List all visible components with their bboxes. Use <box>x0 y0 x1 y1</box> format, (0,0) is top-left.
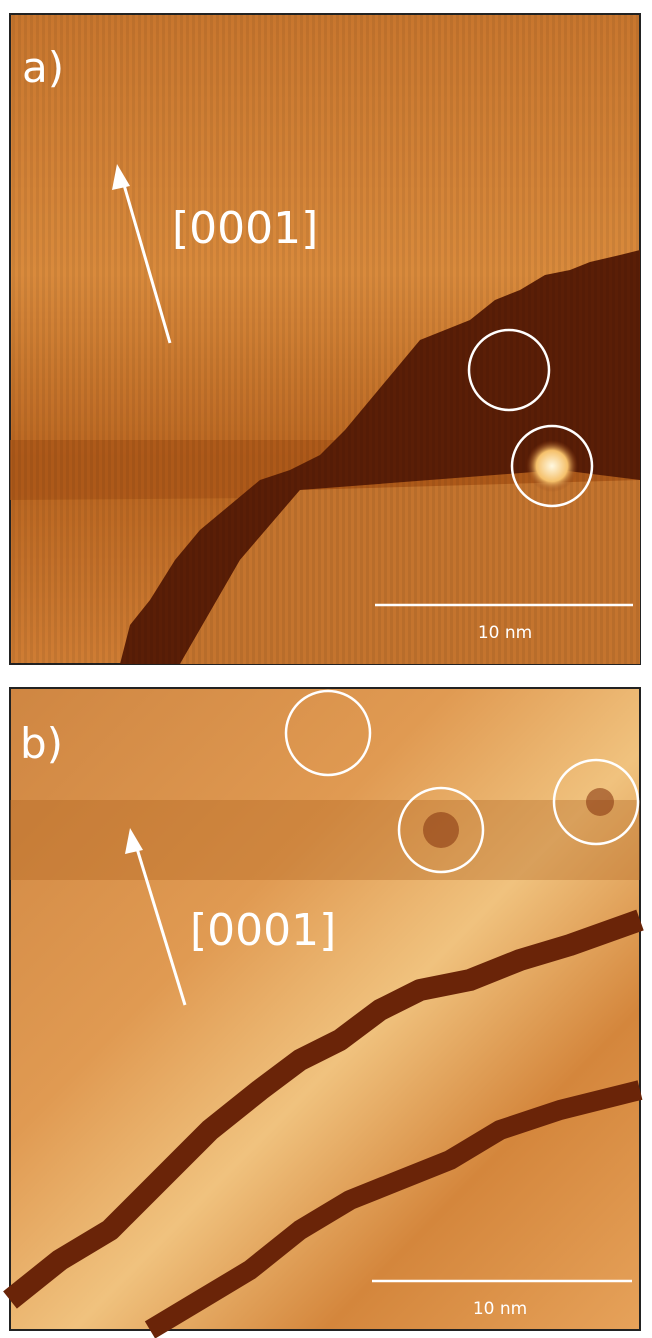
panel-a: a) [0001] 10 nm <box>10 14 640 664</box>
defect <box>586 788 614 816</box>
direction-label: [0001] <box>190 905 336 956</box>
stripes <box>10 14 640 664</box>
panel-label: b) <box>20 719 63 768</box>
bright-spot <box>526 440 578 492</box>
panel-label: a) <box>22 43 64 92</box>
defect <box>423 812 459 848</box>
scale-bar-label: 10 nm <box>478 623 532 643</box>
panel-b: b) [0001] 10 nm <box>10 688 640 1330</box>
terrace <box>10 800 640 880</box>
scale-bar-label: 10 nm <box>473 1299 527 1319</box>
direction-label: [0001] <box>172 203 318 254</box>
figure: a) [0001] 10 nm b) [0001] 10 nm <box>0 0 652 1338</box>
